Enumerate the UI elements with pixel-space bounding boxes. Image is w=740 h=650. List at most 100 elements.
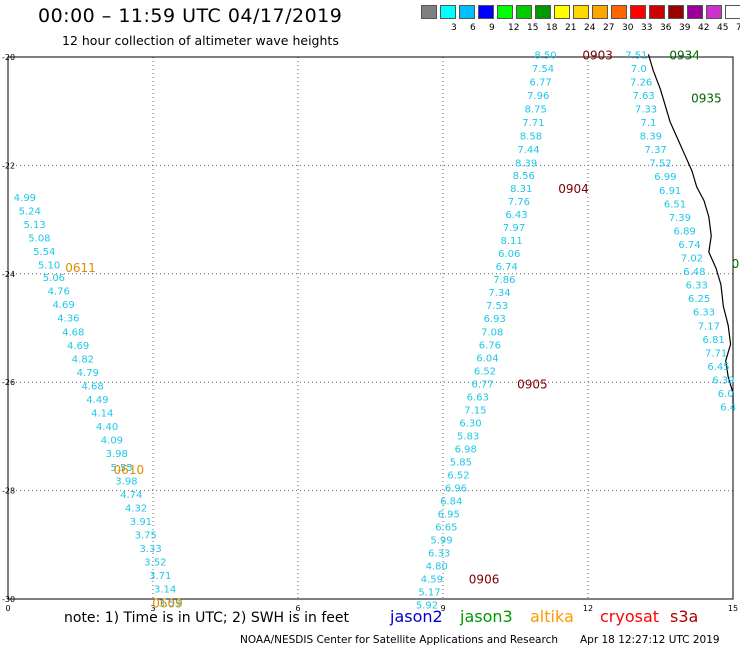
legend-label: 24 <box>584 23 596 33</box>
wave-height-value: 6.33 <box>428 548 450 559</box>
wave-height-value: 5.55 <box>110 463 132 474</box>
pass-time-label: 0935 <box>691 92 722 106</box>
wave-height-value: 3.14 <box>154 585 176 596</box>
wave-height-value: 3.52 <box>144 558 166 569</box>
wave-height-value: 7.02 <box>681 254 703 265</box>
wave-height-value: 6.93 <box>484 314 506 325</box>
legend-swatch <box>554 5 570 19</box>
wave-height-value: 7.15 <box>464 405 486 416</box>
wave-height-value: 4.14 <box>91 409 113 420</box>
map-subtitle: 12 hour collection of altimeter wave hei… <box>62 33 339 48</box>
wave-height-value: 6.52 <box>474 366 496 377</box>
pass-time-label: 0610 <box>114 463 145 477</box>
legend-swatch <box>611 5 627 19</box>
wave-height-value: 7.08 <box>481 327 503 338</box>
wave-height-value: 4.69 <box>67 341 89 352</box>
lon-tick-label: 15 <box>728 604 738 613</box>
pass-time-label: 0903 <box>582 48 613 62</box>
lat-tick-label: -28 <box>2 487 15 496</box>
legend-label: 3 <box>451 23 457 33</box>
wave-height-value: 7.37 <box>645 145 667 156</box>
legend-swatch <box>440 5 456 19</box>
wave-height-value: 6.48 <box>683 267 705 278</box>
satellite-name: cryosat <box>600 607 660 626</box>
wave-height-value: 6.95 <box>438 509 460 520</box>
wave-height-value: 6.91 <box>659 186 681 197</box>
wave-height-value: 8.58 <box>520 132 542 143</box>
wave-height-value: 6.33 <box>693 308 715 319</box>
wave-height-value: 4.36 <box>57 314 79 325</box>
legend-label: 39 <box>679 23 691 33</box>
wave-height-value: 4.68 <box>62 327 84 338</box>
wave-height-value: 3.98 <box>115 476 137 487</box>
wave-height-value: 5.13 <box>23 220 45 231</box>
wave-height-value: 6.77 <box>529 77 551 88</box>
wave-height-value: 7.52 <box>649 159 671 170</box>
wave-height-value: 8.11 <box>500 236 522 247</box>
wave-height-value: 4.82 <box>72 354 94 365</box>
wave-height-value: 5.10 <box>38 261 60 272</box>
wave-height-value: 6.39 <box>712 375 734 386</box>
coastline <box>647 54 734 407</box>
wave-height-value: 6.51 <box>664 199 686 210</box>
lon-tick-label: 9 <box>440 604 445 613</box>
legend-label: 42 <box>698 23 710 33</box>
wave-height-value: 8.39 <box>640 132 662 143</box>
wave-height-value: 4.32 <box>125 503 147 514</box>
wave-height-value: 6.84 <box>440 496 462 507</box>
wave-height-value: 4.80 <box>426 561 448 572</box>
legend-label: 21 <box>565 23 577 33</box>
wave-height-value: 6.74 <box>678 240 700 251</box>
wave-height-value: 6.04 <box>476 353 498 364</box>
legend-label: 33 <box>641 23 653 33</box>
wave-height-value: 6.77 <box>471 379 493 390</box>
wave-height-value: 6.33 <box>686 281 708 292</box>
wave-height-value: 3.53 <box>159 598 181 609</box>
wave-height-value: 7.76 <box>508 197 530 208</box>
wave-height-value: 7.71 <box>522 118 544 129</box>
pass-time-label: 0 <box>732 257 740 271</box>
legend-label: 9 <box>489 23 495 33</box>
wave-height-value: 5.99 <box>430 535 452 546</box>
legend-swatch <box>459 5 475 19</box>
wave-height-value: 6.98 <box>455 444 477 455</box>
wave-height-value: 6.76 <box>479 340 501 351</box>
wave-height-value: 7.54 <box>532 64 554 75</box>
wave-height-value: 7.97 <box>503 223 525 234</box>
legend-label: 30 <box>622 23 634 33</box>
wave-height-value: 8.75 <box>525 104 547 115</box>
satellite-name: jason3 <box>460 607 513 626</box>
legend-swatch <box>535 5 551 19</box>
pass-time-label: 0904 <box>558 182 589 196</box>
wave-height-value: 5.17 <box>418 587 440 598</box>
legend-label: 27 <box>603 23 615 33</box>
pass-time-label: 0905 <box>517 377 548 391</box>
wave-height-value: 8.39 <box>515 159 537 170</box>
legend-swatch <box>668 5 684 19</box>
wave-height-value: 4.59 <box>421 574 443 585</box>
wave-height-value: 6.89 <box>674 226 696 237</box>
wave-height-value: 4.76 <box>48 287 70 298</box>
wave-height-value: 7.34 <box>488 288 510 299</box>
pass-time-label: 0611 <box>65 261 96 275</box>
legend-label: 36 <box>660 23 672 33</box>
wave-height-value: 6.45 <box>707 362 729 373</box>
wave-height-value: 5.54 <box>33 247 55 258</box>
wave-height-value: 7.51 <box>625 50 647 61</box>
wave-height-value: 6.63 <box>467 392 489 403</box>
wave-height-value: 7.26 <box>630 77 652 88</box>
wave-height-value: 7.86 <box>493 275 515 286</box>
lon-tick-label: 12 <box>583 604 593 613</box>
lon-tick-label: 6 <box>295 604 300 613</box>
pass-time-label: 0609 <box>152 596 183 610</box>
wave-height-value: 6.52 <box>447 470 469 481</box>
wave-height-value: 8.31 <box>510 184 532 195</box>
legend-swatch <box>497 5 513 19</box>
map-title: 00:00 – 11:59 UTC 04/17/2019 <box>38 5 343 27</box>
wave-height-value: 4.99 <box>14 193 36 204</box>
lat-tick-label: -24 <box>2 270 15 279</box>
wave-height-value: 4.68 <box>81 381 103 392</box>
wave-height-value: 3.98 <box>106 449 128 460</box>
wave-height-value: 7.1 <box>640 118 656 129</box>
